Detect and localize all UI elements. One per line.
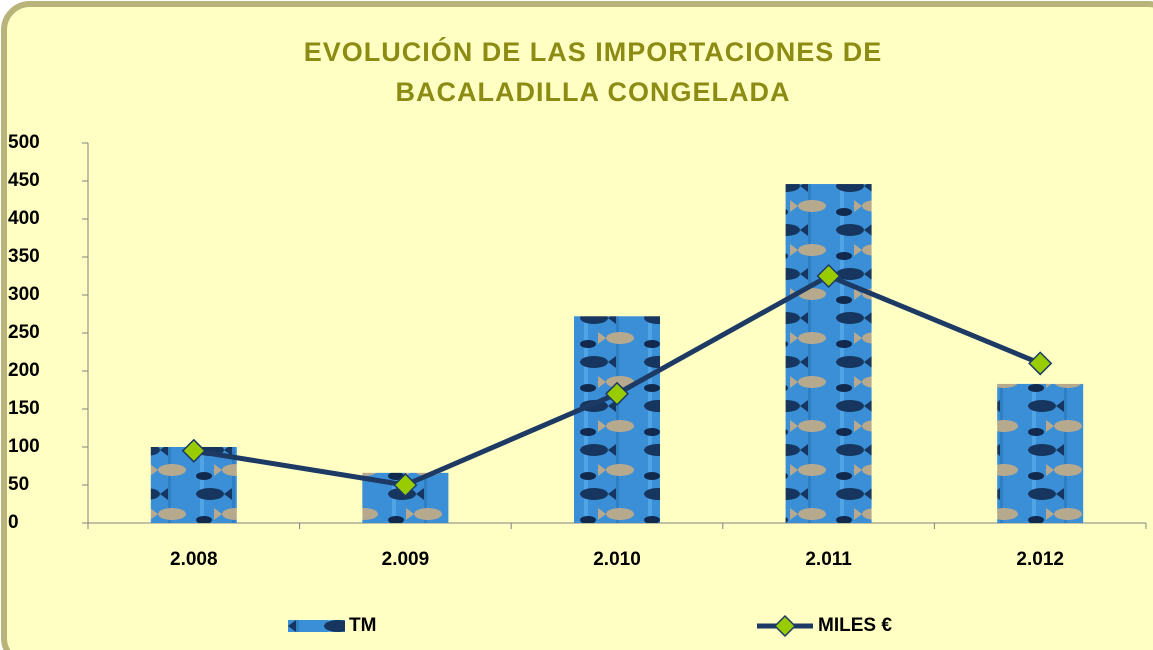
y-tick-label: 50: [8, 474, 29, 495]
y-tick-label: 450: [8, 170, 40, 191]
bar: [785, 184, 872, 524]
chart-title: BACALADILLA CONGELADA: [396, 77, 791, 107]
marker: [181, 438, 206, 463]
legend-label: MILES €: [818, 615, 892, 636]
x-tick-label: 2.010: [593, 549, 641, 570]
y-tick-label: 400: [8, 208, 40, 229]
x-tick-label: 2.012: [1016, 549, 1064, 570]
y-tick-label: 150: [8, 398, 40, 419]
y-tick-label: 0: [8, 512, 19, 533]
legend-swatch: [288, 620, 345, 632]
legend-label: TM: [349, 615, 376, 636]
y-tick-label: 250: [8, 322, 40, 343]
y-tick-label: 300: [8, 284, 40, 305]
x-tick-label: 2.009: [382, 549, 430, 570]
x-tick-label: 2.008: [170, 549, 218, 570]
marker: [604, 381, 630, 406]
bar: [997, 383, 1084, 523]
legend-marker: [773, 614, 797, 638]
marker: [393, 472, 418, 498]
y-tick-label: 200: [8, 360, 40, 381]
x-tick-label: 2.011: [805, 549, 852, 570]
bar: [574, 316, 660, 523]
marker: [816, 263, 841, 289]
y-tick-label: 350: [8, 246, 40, 267]
marker: [1028, 351, 1053, 376]
y-tick-label: 100: [8, 436, 40, 457]
chart-title: EVOLUCIÓN DE LAS IMPORTACIONES DE: [304, 36, 883, 67]
y-tick-label: 500: [8, 132, 40, 153]
